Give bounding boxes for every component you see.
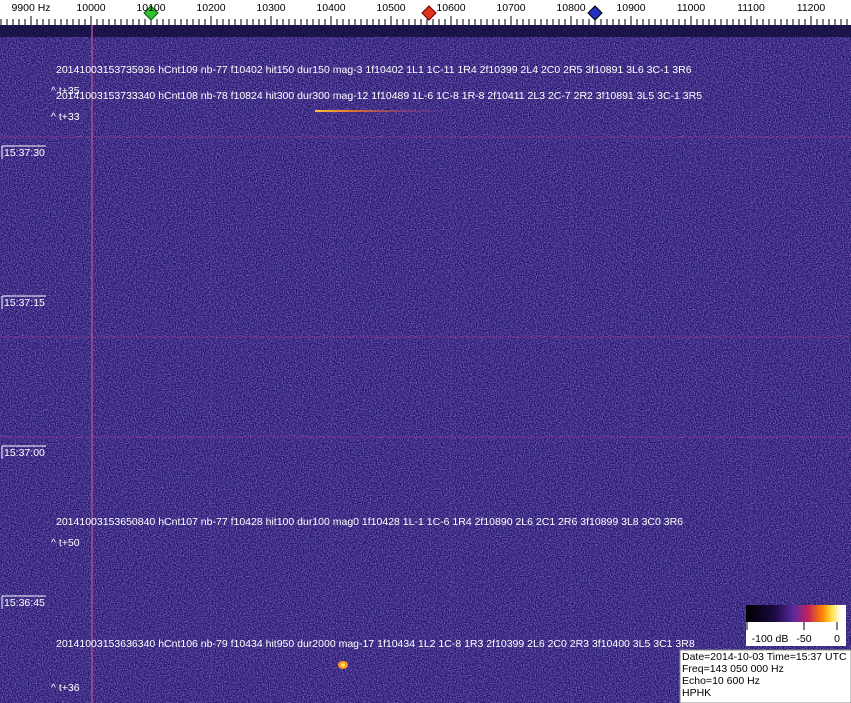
event-offset: ^ t+33 — [51, 111, 80, 123]
header-strip — [0, 25, 851, 37]
event-text: 20141003153636340 hCnt106 nb-79 f10434 h… — [56, 638, 695, 650]
frequency-label: 11100 — [737, 2, 765, 14]
frequency-label: 10900 — [616, 2, 645, 14]
event-text: 20141003153735936 hCnt109 nb-77 f10402 h… — [56, 64, 692, 76]
info-line: HPHK — [682, 687, 711, 699]
time-label: 15:37:30 — [4, 147, 45, 159]
event-offset: ^ t+35 — [51, 85, 80, 97]
marker-green — [143, 5, 159, 21]
vertical-lines — [210, 37, 752, 703]
colorbar-label: -100 dB — [752, 633, 789, 645]
time-label: 15:37:15 — [4, 297, 45, 309]
frequency-label: 10300 — [256, 2, 285, 14]
frequency-label: 10800 — [556, 2, 585, 14]
frequency-label: 10600 — [436, 2, 465, 14]
event-offset: ^ t+50 — [51, 537, 80, 549]
time-label: 15:37:00 — [4, 447, 45, 459]
event-text: 20141003153733340 hCnt108 nb-78 f10824 h… — [56, 90, 702, 102]
event-offset: ^ t+36 — [51, 682, 80, 694]
meteor-trail — [315, 110, 440, 112]
frequency-label: 10100 — [136, 2, 165, 14]
event-text: 20141003153650840 hCnt107 nb-77 f10428 h… — [56, 516, 683, 528]
horizontal-lines — [0, 136, 851, 438]
marker-red — [421, 5, 437, 21]
frequency-label: 10500 — [376, 2, 405, 14]
frequency-label: 10000 — [76, 2, 105, 14]
frequency-label: 10400 — [316, 2, 345, 14]
frequency-label: 11000 — [677, 2, 706, 14]
time-label: 15:36:45 — [4, 597, 45, 609]
meteor-echo-core — [341, 663, 345, 667]
frequency-label: 10700 — [496, 2, 525, 14]
info-line: Echo=10 600 Hz — [682, 675, 760, 687]
colorbar-label: -50 — [796, 633, 811, 645]
frequency-ticks — [0, 16, 848, 25]
info-line: Date=2014-10-03 Time=15:37 UTC — [682, 651, 847, 663]
marker-blue — [587, 5, 603, 21]
colorbar — [746, 605, 841, 622]
info-box — [679, 649, 851, 703]
frequency-label: 10200 — [196, 2, 225, 14]
frequency-label: 11200 — [797, 2, 826, 14]
colorbar-label: 0 — [834, 633, 840, 645]
info-line: Freq=143 050 000 Hz — [682, 663, 784, 675]
spectrogram-noise — [0, 25, 851, 703]
frequency-label: 9900 Hz — [11, 2, 50, 14]
